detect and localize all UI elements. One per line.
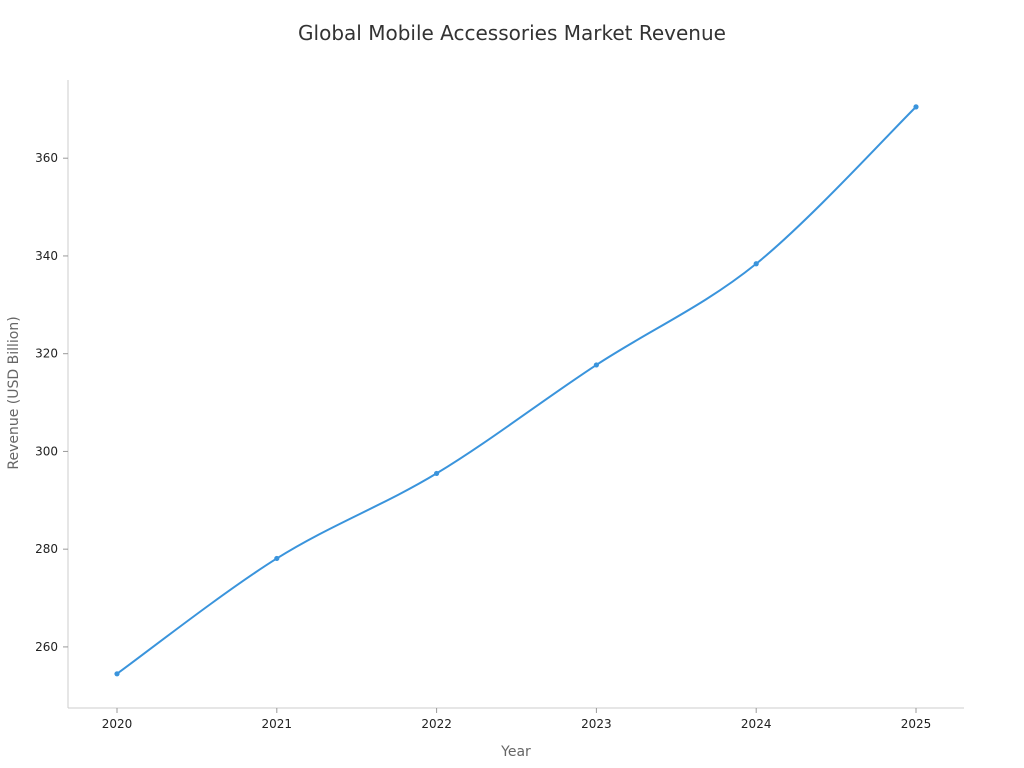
x-tick-label: 2020: [102, 717, 133, 731]
x-ticks: 2020 2021 2022 2023 2024 2025: [102, 708, 932, 731]
data-point: [913, 104, 919, 110]
x-axis-label: Year: [500, 744, 531, 760]
x-tick-label: 2021: [262, 717, 293, 731]
data-point: [114, 671, 120, 677]
x-tick-label: 2024: [741, 717, 772, 731]
y-tick-label: 340: [35, 249, 58, 263]
data-point: [274, 555, 280, 562]
y-axis-label: Revenue (USD Billion): [6, 316, 22, 469]
y-tick-label: 280: [35, 542, 58, 556]
data-point: [593, 362, 600, 368]
x-tick-label: 2023: [581, 717, 612, 731]
chart-title: Global Mobile Accessories Market Revenue: [298, 21, 726, 45]
data-point: [753, 261, 759, 267]
y-tick-label: 360: [35, 151, 58, 165]
y-tick-label: 320: [35, 347, 58, 361]
y-tick-label: 260: [35, 640, 58, 654]
x-tick-label: 2025: [901, 717, 932, 731]
x-tick-label: 2022: [421, 717, 452, 731]
data-point: [434, 470, 440, 477]
y-tick-label: 300: [35, 444, 58, 458]
series-layer: [114, 104, 919, 677]
y-ticks: 260 280 300 320 340 360: [35, 151, 68, 654]
series-line: [116, 106, 917, 675]
